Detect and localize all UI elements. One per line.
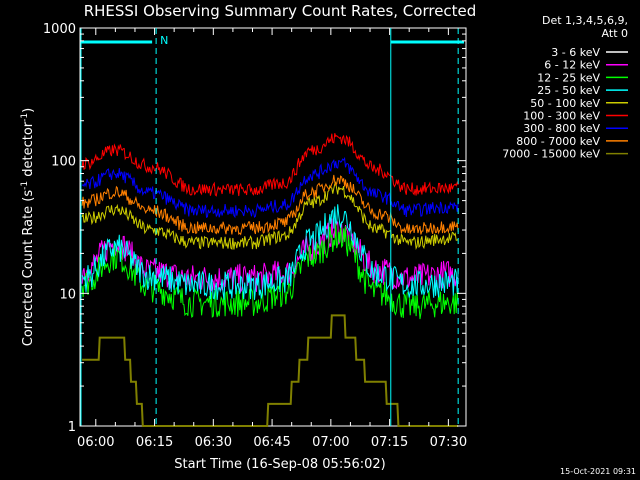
plot-frame <box>79 27 467 427</box>
legend-entry-label: 50 - 100 keV <box>530 97 600 110</box>
chart-title: RHESSI Observing Summary Count Rates, Co… <box>84 2 477 20</box>
series-line-2 <box>81 223 459 320</box>
series-line-1 <box>81 218 459 294</box>
y-axis-ticks: 1 10 100 1000 <box>43 22 466 435</box>
x-tick-label: 07:30 <box>430 435 467 450</box>
night-flag-label: N <box>160 34 168 47</box>
series-line-5 <box>81 133 459 197</box>
legend-header-attenuator: Att 0 <box>602 27 628 40</box>
legend-header-detectors: Det 1,3,4,5,6,9, <box>542 14 628 27</box>
generation-timestamp: 15-Oct-2021 09:31 <box>560 467 636 476</box>
x-tick-label: 06:15 <box>136 435 173 450</box>
legend-entry-label: 300 - 800 keV <box>523 122 600 135</box>
y-axis-label: Corrected Count Rate (s-1 detector-1) <box>20 108 36 346</box>
x-tick-label: 07:00 <box>312 435 349 450</box>
legend-entry-label: 100 - 300 keV <box>523 110 600 123</box>
y-tick-label: 100 <box>51 155 76 170</box>
y-tick-label: 1 <box>68 420 76 435</box>
y-tick-label: 10 <box>59 287 76 302</box>
x-tick-label: 06:45 <box>253 435 290 450</box>
y-tick-label: 1000 <box>43 22 76 37</box>
series-line-8 <box>82 314 459 427</box>
legend-entry-label: 800 - 7000 keV <box>516 135 600 148</box>
series-line-4 <box>81 181 459 251</box>
x-tick-label: 06:00 <box>77 435 114 450</box>
x-axis-label: Start Time (16-Sep-08 05:56:02) <box>174 457 385 472</box>
series-line-3 <box>81 204 459 300</box>
x-tick-label: 06:30 <box>195 435 232 450</box>
overlay-group: N <box>80 28 464 426</box>
series-line-6 <box>81 156 459 219</box>
legend-entry-label: 3 - 6 keV <box>551 46 600 59</box>
legend-entry-label: 12 - 25 keV <box>537 71 600 84</box>
legend-entry-label: 25 - 50 keV <box>537 84 600 97</box>
x-tick-label: 07:15 <box>371 435 408 450</box>
series-line-7 <box>81 174 459 236</box>
legend-entry-label: 7000 - 15000 keV <box>502 148 600 161</box>
series-group <box>81 133 459 427</box>
x-axis-ticks: 06:00 06:15 06:30 06:45 07:00 07:15 07:30 <box>77 28 467 450</box>
legend-entry-label: 6 - 12 keV <box>544 59 600 72</box>
